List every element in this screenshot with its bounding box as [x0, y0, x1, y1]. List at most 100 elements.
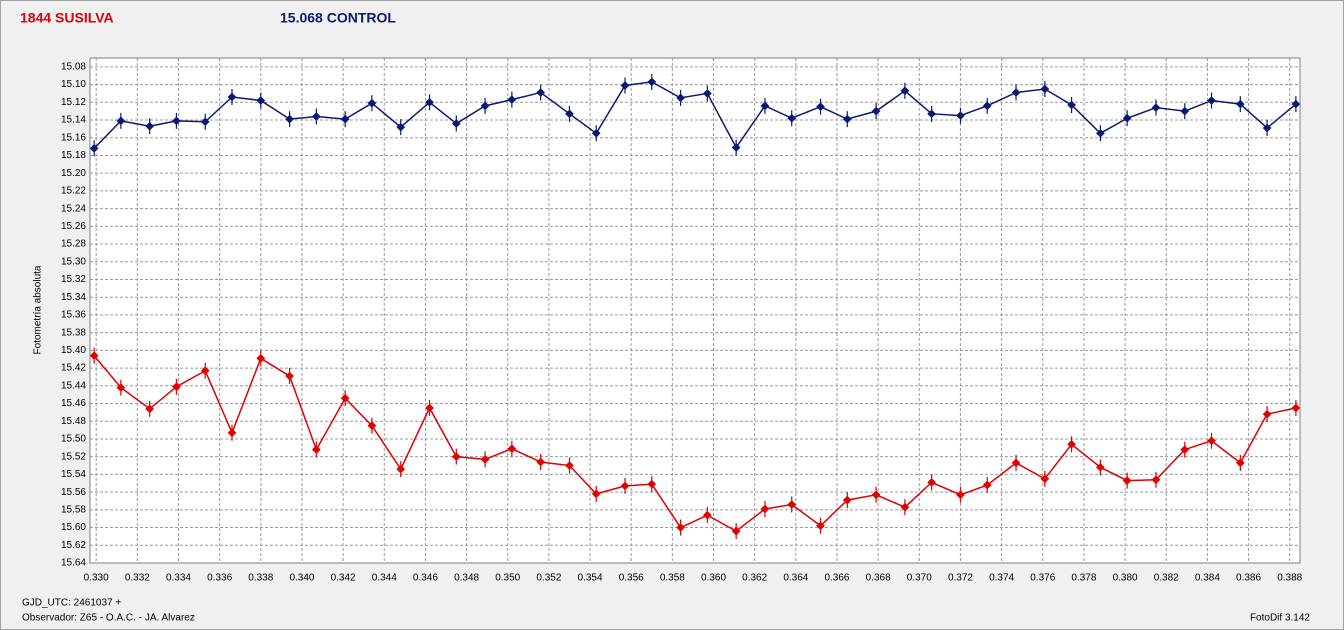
y-tick-label: 15.62 [61, 540, 86, 551]
data-point [227, 424, 237, 441]
data-point [256, 350, 266, 367]
data-point [1122, 110, 1132, 127]
y-tick-label: 15.34 [61, 292, 86, 303]
y-tick-label: 15.48 [61, 416, 86, 427]
data-point [1011, 454, 1021, 471]
data-point [116, 379, 126, 396]
y-tick-label: 15.58 [61, 504, 86, 515]
data-point [620, 477, 630, 494]
data-point [927, 105, 936, 122]
y-tick-label: 15.24 [61, 203, 86, 214]
x-tick-label: 0.378 [1071, 573, 1096, 584]
y-tick-label: 15.44 [61, 380, 86, 391]
data-point [1235, 454, 1245, 471]
data-point [89, 347, 99, 364]
y-tick-label: 15.46 [61, 398, 86, 409]
y-tick-label: 15.22 [61, 186, 86, 197]
data-point [312, 108, 321, 125]
data-point [89, 140, 99, 157]
data-point [591, 485, 601, 502]
y-tick-label: 15.56 [61, 487, 86, 498]
y-tick-label: 15.50 [61, 434, 86, 445]
data-point [1180, 441, 1190, 458]
y-tick-label: 15.60 [61, 522, 86, 533]
series-line [93, 355, 1297, 532]
data-point [1207, 432, 1216, 449]
x-tick-label: 0.346 [413, 573, 438, 584]
data-point [591, 125, 601, 142]
x-tick-label: 0.358 [660, 573, 685, 584]
data-point [1291, 399, 1301, 416]
x-tick-label: 0.386 [1236, 573, 1261, 584]
y-tick-label: 15.38 [61, 327, 86, 338]
data-point [367, 417, 377, 434]
y-tick-label: 15.40 [61, 345, 86, 356]
data-point [340, 111, 350, 128]
data-point [1122, 472, 1132, 489]
data-point [425, 94, 434, 111]
data-point [702, 507, 712, 524]
data-point [1096, 459, 1105, 476]
data-point [480, 451, 490, 468]
x-tick-label: 0.356 [619, 573, 644, 584]
data-point [1040, 81, 1050, 98]
x-tick-label: 0.362 [742, 573, 767, 584]
y-tick-label: 15.18 [61, 150, 86, 161]
y-tick-label: 15.10 [61, 79, 86, 90]
data-point [227, 88, 237, 105]
data-point [1180, 103, 1190, 120]
data-point [200, 113, 210, 130]
data-point [172, 112, 181, 129]
data-point [1067, 96, 1076, 113]
data-point [565, 457, 574, 474]
plot-area [89, 57, 1301, 564]
y-tick-label: 15.26 [61, 221, 86, 232]
data-point [1291, 96, 1301, 113]
x-tick-label: 0.370 [907, 573, 932, 584]
x-tick-label: 0.342 [331, 573, 356, 584]
x-tick-label: 0.360 [701, 573, 726, 584]
y-tick-label: 15.64 [61, 558, 86, 569]
legend-entry: 15.068 CONTROL [280, 10, 396, 26]
data-point [731, 523, 741, 540]
x-tick-label: 0.334 [166, 573, 191, 584]
data-point [451, 448, 461, 465]
data-point [731, 139, 741, 156]
y-tick-label: 15.16 [61, 132, 86, 143]
data-point [1151, 471, 1161, 488]
version-text: FotoDif 3.142 [1250, 613, 1310, 624]
y-tick-label: 15.30 [61, 256, 86, 267]
data-point [256, 92, 266, 109]
data-point [842, 492, 852, 509]
x-tick-label: 0.336 [207, 573, 232, 584]
y-tick-label: 15.32 [61, 274, 86, 285]
data-point [285, 368, 294, 385]
data-point [367, 95, 377, 112]
data-point [285, 111, 294, 128]
data-point [787, 110, 797, 127]
x-tick-label: 0.340 [289, 573, 314, 584]
y-tick-label: 15.08 [61, 62, 86, 73]
x-tick-label: 0.344 [372, 573, 397, 584]
data-point [956, 486, 965, 503]
data-point [536, 84, 546, 101]
data-point [1235, 96, 1245, 113]
data-point [1067, 436, 1076, 453]
data-point [1262, 119, 1272, 136]
y-tick-label: 15.28 [61, 239, 86, 250]
data-point [871, 486, 881, 503]
x-tick-label: 0.330 [84, 573, 109, 584]
data-point [871, 103, 881, 120]
x-tick-label: 0.348 [454, 573, 479, 584]
data-point [647, 73, 657, 90]
x-tick-label: 0.364 [783, 573, 808, 584]
data-point [145, 118, 155, 135]
data-point [116, 112, 126, 129]
data-point [900, 499, 910, 516]
footer-text: Observador: Z65 - O.A.C. - JA. Alvarez [22, 613, 195, 624]
data-point [620, 77, 630, 94]
y-tick-label: 15.36 [61, 310, 86, 321]
x-tick-label: 0.350 [495, 573, 520, 584]
data-point [676, 89, 685, 106]
